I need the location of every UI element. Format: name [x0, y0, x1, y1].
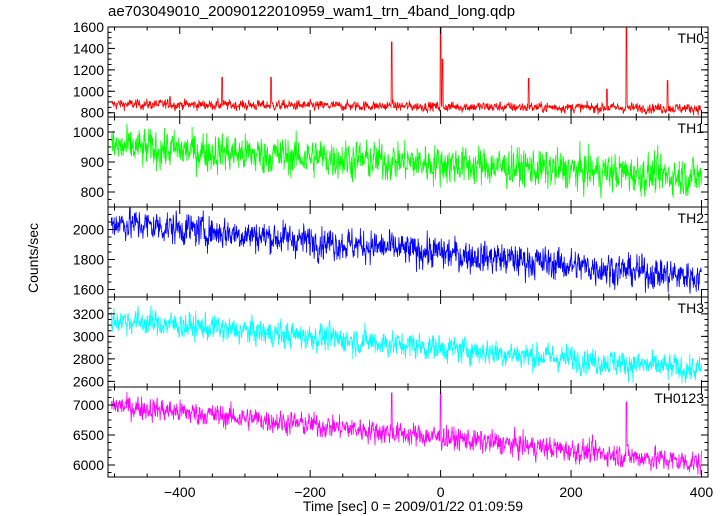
- panel-label: TH2: [678, 210, 705, 226]
- y-tick-label: 1600: [73, 19, 104, 35]
- y-tick-label: 2800: [73, 351, 104, 367]
- x-tick-label: 400: [690, 484, 714, 500]
- panel-label: TH1: [678, 120, 705, 136]
- series-line-th0: [111, 27, 702, 116]
- y-tick-label: 6000: [73, 457, 104, 473]
- panel-th3: 2600 2800 3000 3200 TH3: [73, 296, 709, 389]
- panel-label: TH3: [678, 300, 705, 316]
- y-tick-label: 1000: [73, 83, 104, 99]
- series-line-th3: [110, 305, 702, 384]
- panel-label: TH0: [678, 30, 705, 46]
- series-line-th1: [111, 123, 702, 199]
- y-axis-label: Counts/sec: [25, 222, 41, 294]
- x-tick-label: −400: [164, 484, 196, 500]
- panel-label: TH0123: [654, 390, 704, 406]
- y-tick-label: 900: [81, 154, 105, 170]
- chart-title: ae703049010_20090122010959_wam1_trn_4ban…: [108, 3, 516, 20]
- y-tick-label: 1600: [73, 282, 104, 298]
- y-tick-label: 3200: [73, 306, 104, 322]
- y-tick-label: 800: [81, 105, 105, 121]
- y-tick-label: 6500: [73, 427, 104, 443]
- y-tick-label: 2600: [73, 373, 104, 389]
- y-tick-label: 3000: [73, 328, 104, 344]
- y-tick-label: 2000: [73, 222, 104, 238]
- y-tick-label: 7000: [73, 397, 104, 413]
- x-tick-label: −200: [294, 484, 326, 500]
- y-tick-label: 1400: [73, 40, 104, 56]
- y-tick-label: 1200: [73, 62, 104, 78]
- series-line-th2: [110, 207, 702, 294]
- x-tick-label: 200: [559, 484, 583, 500]
- y-tick-label: 1000: [73, 124, 104, 140]
- panel-frame-th1: [107, 116, 709, 208]
- panel-th1: 800 900 1000 TH1: [73, 116, 709, 208]
- panel-th2: 1600 1800 2000 TH2: [73, 206, 709, 298]
- series-line-th0123: [110, 392, 702, 475]
- y-tick-label: 800: [81, 184, 105, 200]
- panel-th0123: 6000 6500 7000 TH0123: [73, 386, 709, 478]
- x-axis-label: Time [sec] 0 = 2009/01/22 01:09:59: [302, 498, 524, 514]
- panel-th0: 800 1000 1200 1400 1600 TH0: [73, 19, 709, 121]
- x-tick-label: 0: [437, 484, 445, 500]
- panel-frame-th3: [107, 296, 709, 388]
- y-tick-label: 1800: [73, 252, 104, 268]
